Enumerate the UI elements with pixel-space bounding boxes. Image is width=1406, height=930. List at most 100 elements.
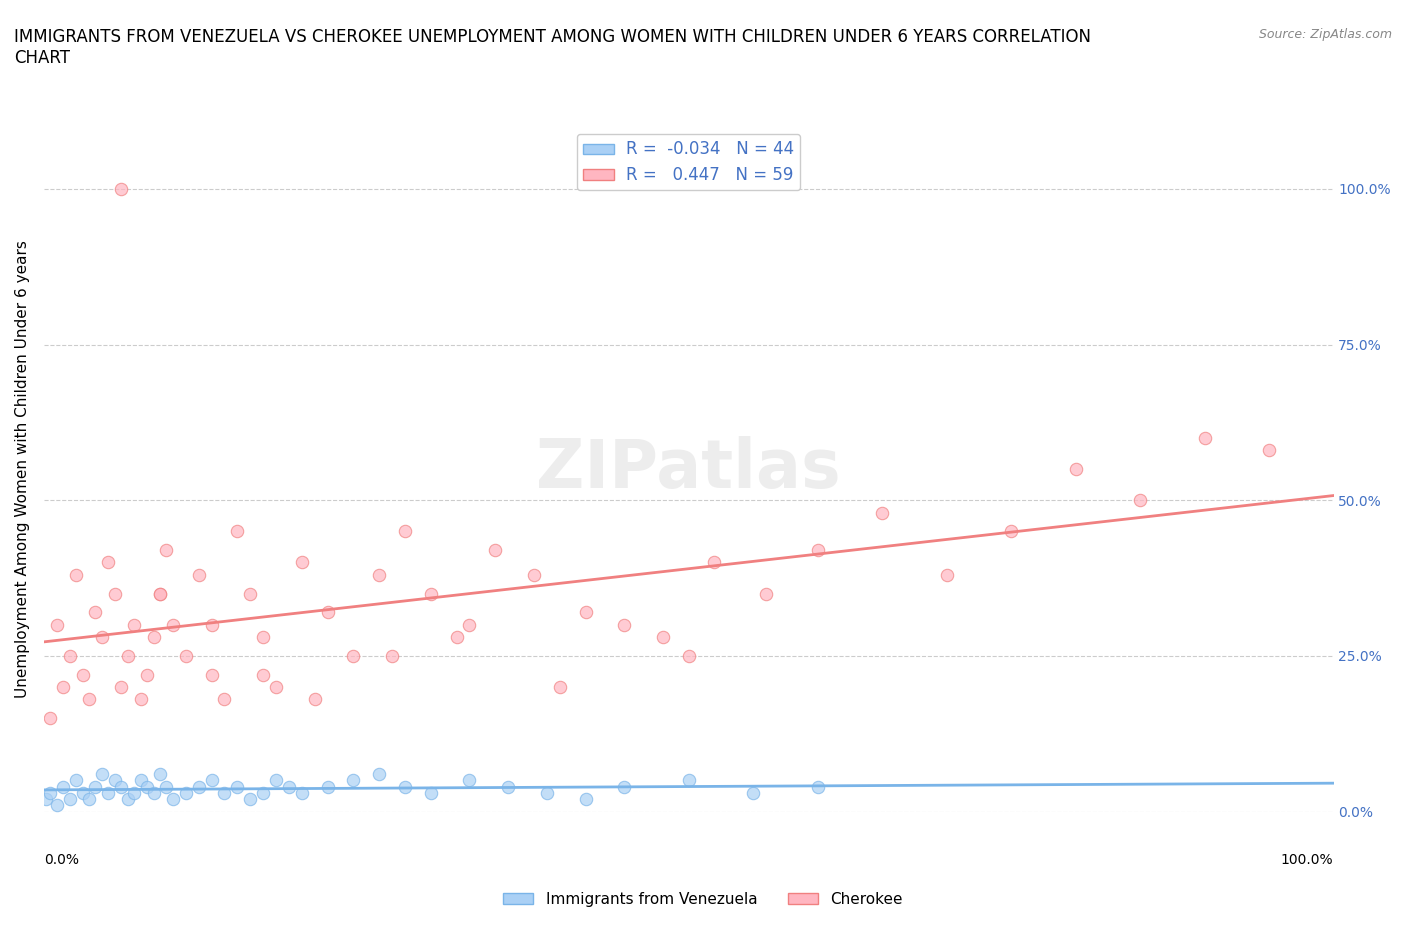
Point — [613, 618, 636, 632]
Point — [742, 786, 765, 801]
Point — [104, 586, 127, 601]
Point — [1194, 431, 1216, 445]
Point — [117, 791, 139, 806]
Point — [200, 773, 222, 788]
Point — [536, 786, 558, 801]
Point — [419, 786, 441, 801]
Point — [174, 648, 197, 663]
Point — [214, 692, 236, 707]
Point — [458, 773, 481, 788]
Point — [651, 630, 673, 644]
Point — [45, 618, 67, 632]
Point — [304, 692, 326, 707]
Point — [77, 791, 100, 806]
Point — [252, 667, 274, 682]
Point — [870, 505, 893, 520]
Point — [72, 667, 94, 682]
Point — [458, 618, 481, 632]
Point — [187, 567, 209, 582]
Point — [155, 542, 177, 557]
Point — [136, 779, 159, 794]
Text: 0.0%: 0.0% — [44, 853, 79, 867]
Point — [72, 786, 94, 801]
Point — [35, 791, 58, 806]
Point — [613, 779, 636, 794]
Point — [484, 542, 506, 557]
Point — [162, 791, 184, 806]
Point — [703, 555, 725, 570]
Text: Source: ZipAtlas.com: Source: ZipAtlas.com — [1258, 28, 1392, 41]
Point — [678, 773, 700, 788]
Point — [52, 779, 75, 794]
Point — [129, 773, 152, 788]
Point — [39, 786, 62, 801]
Point — [316, 779, 339, 794]
Point — [342, 773, 364, 788]
Point — [419, 586, 441, 601]
Point — [1258, 443, 1281, 458]
Point — [117, 648, 139, 663]
Point — [264, 773, 287, 788]
Legend: R =  -0.034   N = 44, R =   0.447   N = 59: R = -0.034 N = 44, R = 0.447 N = 59 — [576, 134, 800, 190]
Point — [342, 648, 364, 663]
Point — [446, 630, 468, 644]
Point — [1064, 461, 1087, 476]
Point — [39, 711, 62, 725]
Point — [200, 667, 222, 682]
Text: 100.0%: 100.0% — [1281, 853, 1333, 867]
Point — [755, 586, 778, 601]
Point — [136, 667, 159, 682]
Point — [142, 630, 165, 644]
Point — [935, 567, 957, 582]
Point — [678, 648, 700, 663]
Point — [807, 779, 830, 794]
Point — [1129, 493, 1152, 508]
Legend: Immigrants from Venezuela, Cherokee: Immigrants from Venezuela, Cherokee — [496, 886, 910, 913]
Point — [239, 791, 262, 806]
Point — [291, 555, 314, 570]
Point — [394, 779, 416, 794]
Point — [77, 692, 100, 707]
Point — [45, 798, 67, 813]
Point — [84, 779, 107, 794]
Point — [149, 586, 172, 601]
Point — [104, 773, 127, 788]
Point — [65, 567, 87, 582]
Text: IMMIGRANTS FROM VENEZUELA VS CHEROKEE UNEMPLOYMENT AMONG WOMEN WITH CHILDREN UND: IMMIGRANTS FROM VENEZUELA VS CHEROKEE UN… — [14, 28, 1091, 67]
Point — [149, 766, 172, 781]
Point — [574, 604, 596, 619]
Y-axis label: Unemployment Among Women with Children Under 6 years: Unemployment Among Women with Children U… — [15, 240, 30, 698]
Point — [52, 680, 75, 695]
Point — [110, 779, 132, 794]
Point — [381, 648, 404, 663]
Point — [226, 779, 249, 794]
Point — [97, 786, 120, 801]
Point — [264, 680, 287, 695]
Point — [368, 567, 391, 582]
Point — [200, 618, 222, 632]
Point — [142, 786, 165, 801]
Point — [214, 786, 236, 801]
Point — [291, 786, 314, 801]
Point — [155, 779, 177, 794]
Point — [394, 524, 416, 538]
Point — [90, 630, 112, 644]
Point — [90, 766, 112, 781]
Point — [548, 680, 571, 695]
Point — [162, 618, 184, 632]
Point — [65, 773, 87, 788]
Point — [277, 779, 299, 794]
Point — [807, 542, 830, 557]
Point — [129, 692, 152, 707]
Point — [122, 618, 145, 632]
Point — [252, 630, 274, 644]
Point — [574, 791, 596, 806]
Point — [239, 586, 262, 601]
Point — [496, 779, 519, 794]
Point — [122, 786, 145, 801]
Point — [523, 567, 546, 582]
Point — [174, 786, 197, 801]
Point — [110, 680, 132, 695]
Point — [59, 648, 82, 663]
Point — [316, 604, 339, 619]
